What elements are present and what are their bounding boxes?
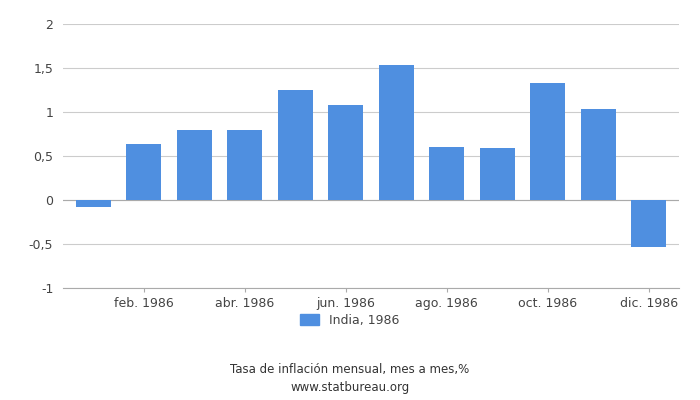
Bar	[379, 65, 414, 200]
Bar	[328, 105, 363, 200]
Bar	[76, 200, 111, 207]
Text: Tasa de inflación mensual, mes a mes,%: Tasa de inflación mensual, mes a mes,%	[230, 364, 470, 376]
Text: www.statbureau.org: www.statbureau.org	[290, 382, 410, 394]
Bar	[631, 200, 666, 247]
Legend: India, 1986: India, 1986	[295, 309, 405, 332]
Bar	[429, 147, 464, 200]
Bar	[227, 130, 262, 200]
Bar	[480, 148, 515, 200]
Bar	[580, 109, 616, 200]
Bar	[126, 144, 162, 200]
Bar	[530, 83, 566, 200]
Bar	[176, 130, 212, 200]
Bar	[278, 90, 313, 200]
